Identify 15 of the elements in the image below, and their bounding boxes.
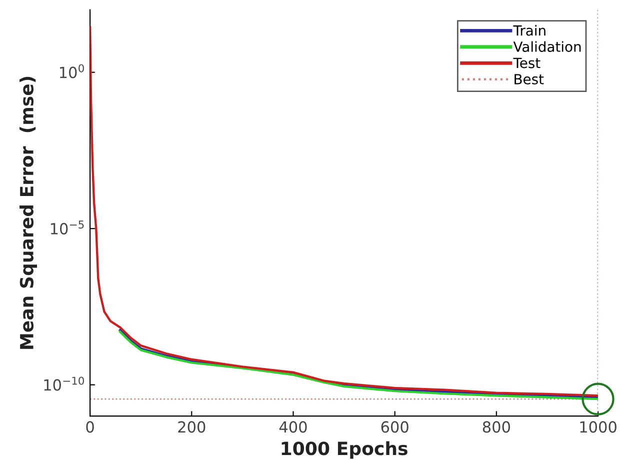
- x-tick-label: 200: [178, 421, 206, 433]
- legend-label: Train: [513, 25, 546, 36]
- y-tick-label: 10$^{−10}$: [44, 376, 84, 391]
- legend-label: Validation: [513, 41, 581, 52]
- y-tick-label: 10$^{0}$: [60, 64, 84, 78]
- x-tick-label: 0: [86, 421, 94, 433]
- x-tick-label: 600: [381, 421, 408, 433]
- y-axis-title: Mean Squared Error (mse): [20, 76, 38, 349]
- legend-label: Test: [513, 58, 540, 68]
- x-axis-title: 1000 Epochs: [282, 441, 408, 459]
- x-tick-label: 800: [482, 421, 510, 433]
- x-tick-label: 1000: [580, 421, 616, 433]
- legend-label: Best: [514, 74, 544, 84]
- y-tick-label: 10$^{−5}$: [50, 220, 84, 234]
- x-tick-label: 400: [279, 421, 307, 433]
